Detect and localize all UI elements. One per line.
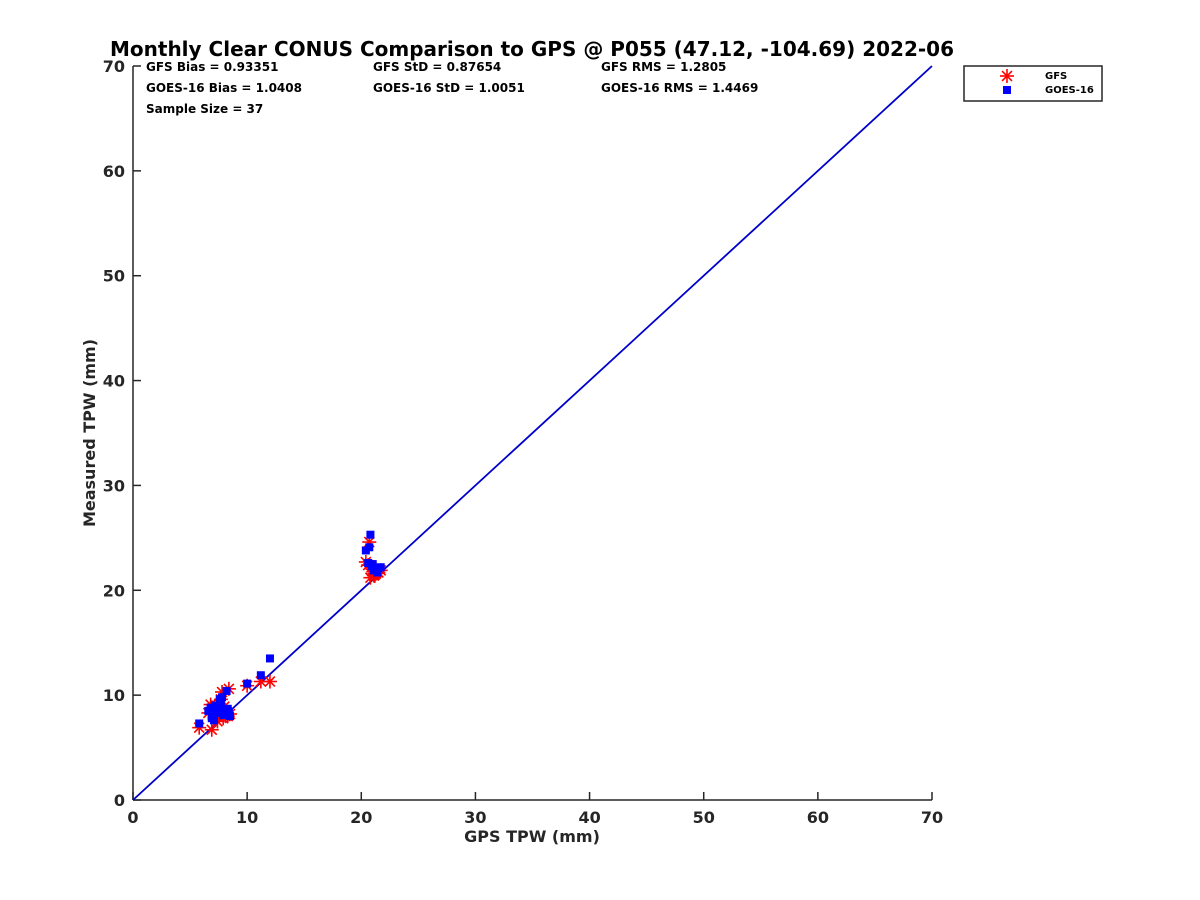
goes16-point (210, 716, 219, 725)
legend-goes16-marker (1003, 86, 1011, 94)
legend-gfs-marker (1000, 69, 1014, 83)
y-tick-label: 70 (103, 57, 125, 76)
x-tick-label: 30 (464, 808, 486, 827)
goes16-point (222, 686, 231, 695)
goes-std-stat: GOES-16 StD = 1.0051 (373, 81, 525, 95)
axes (132, 66, 932, 801)
stats-block: GFS Bias = 0.93351 GFS StD = 0.87654 GFS… (146, 60, 758, 116)
gfs-rms-stat: GFS RMS = 1.2805 (601, 60, 726, 74)
y-tick-label: 60 (103, 162, 125, 181)
chart-title: Monthly Clear CONUS Comparison to GPS @ … (110, 37, 954, 61)
goes16-point (366, 530, 375, 539)
goes16-point (214, 708, 223, 717)
legend-goes16-label: GOES-16 (1045, 85, 1094, 96)
goes16-point (216, 700, 225, 709)
x-tick-label: 70 (921, 808, 943, 827)
y-tick-label: 40 (103, 372, 125, 391)
x-axis-label: GPS TPW (mm) (464, 827, 600, 846)
y-tick-label: 10 (103, 686, 125, 705)
y-tick-label: 0 (114, 791, 125, 810)
goes16-point (365, 543, 374, 552)
goes16-point (223, 704, 232, 713)
goes16-point (195, 719, 204, 728)
legend: GFS GOES-16 (963, 65, 1103, 102)
legend-box (963, 65, 1103, 102)
y-tick-label: 50 (103, 267, 125, 286)
goes16-series (195, 530, 385, 728)
y-axis-label: Measured TPW (mm) (80, 339, 99, 527)
x-tick-label: 50 (693, 808, 715, 827)
one-to-one-line (132, 65, 933, 801)
goes16-point (215, 695, 224, 704)
x-axis-ticks: 0 10 20 30 40 50 60 70 (127, 792, 943, 827)
goes16-point (208, 707, 217, 716)
sample-size-stat: Sample Size = 37 (146, 102, 263, 116)
x-tick-label: 40 (578, 808, 600, 827)
goes16-point (364, 559, 373, 568)
goes16-point (243, 679, 252, 688)
goes16-point (256, 671, 265, 680)
y-axis-ticks: 0 10 20 30 40 50 60 70 (103, 57, 141, 810)
y-tick-label: 20 (103, 581, 125, 600)
legend-goes16-square (1003, 86, 1011, 94)
goes16-point (206, 703, 215, 712)
y-tick-label: 30 (103, 476, 125, 495)
gfs-point (204, 722, 219, 737)
goes16-point (226, 712, 235, 721)
gfs-bias-stat: GFS Bias = 0.93351 (146, 60, 278, 74)
goes-bias-stat: GOES-16 Bias = 1.0408 (146, 81, 302, 95)
x-tick-label: 20 (350, 808, 372, 827)
goes16-point (372, 565, 381, 574)
gfs-point (262, 674, 277, 689)
goes16-point (265, 654, 274, 663)
x-tick-label: 10 (236, 808, 258, 827)
goes-rms-stat: GOES-16 RMS = 1.4469 (601, 81, 758, 95)
x-tick-label: 60 (807, 808, 829, 827)
legend-gfs-asterisk (1000, 69, 1014, 83)
x-tick-label: 0 (127, 808, 138, 827)
goes16-point (221, 708, 230, 717)
reference-line (132, 65, 933, 801)
legend-gfs-label: GFS (1045, 71, 1067, 82)
gfs-std-stat: GFS StD = 0.87654 (373, 60, 501, 74)
